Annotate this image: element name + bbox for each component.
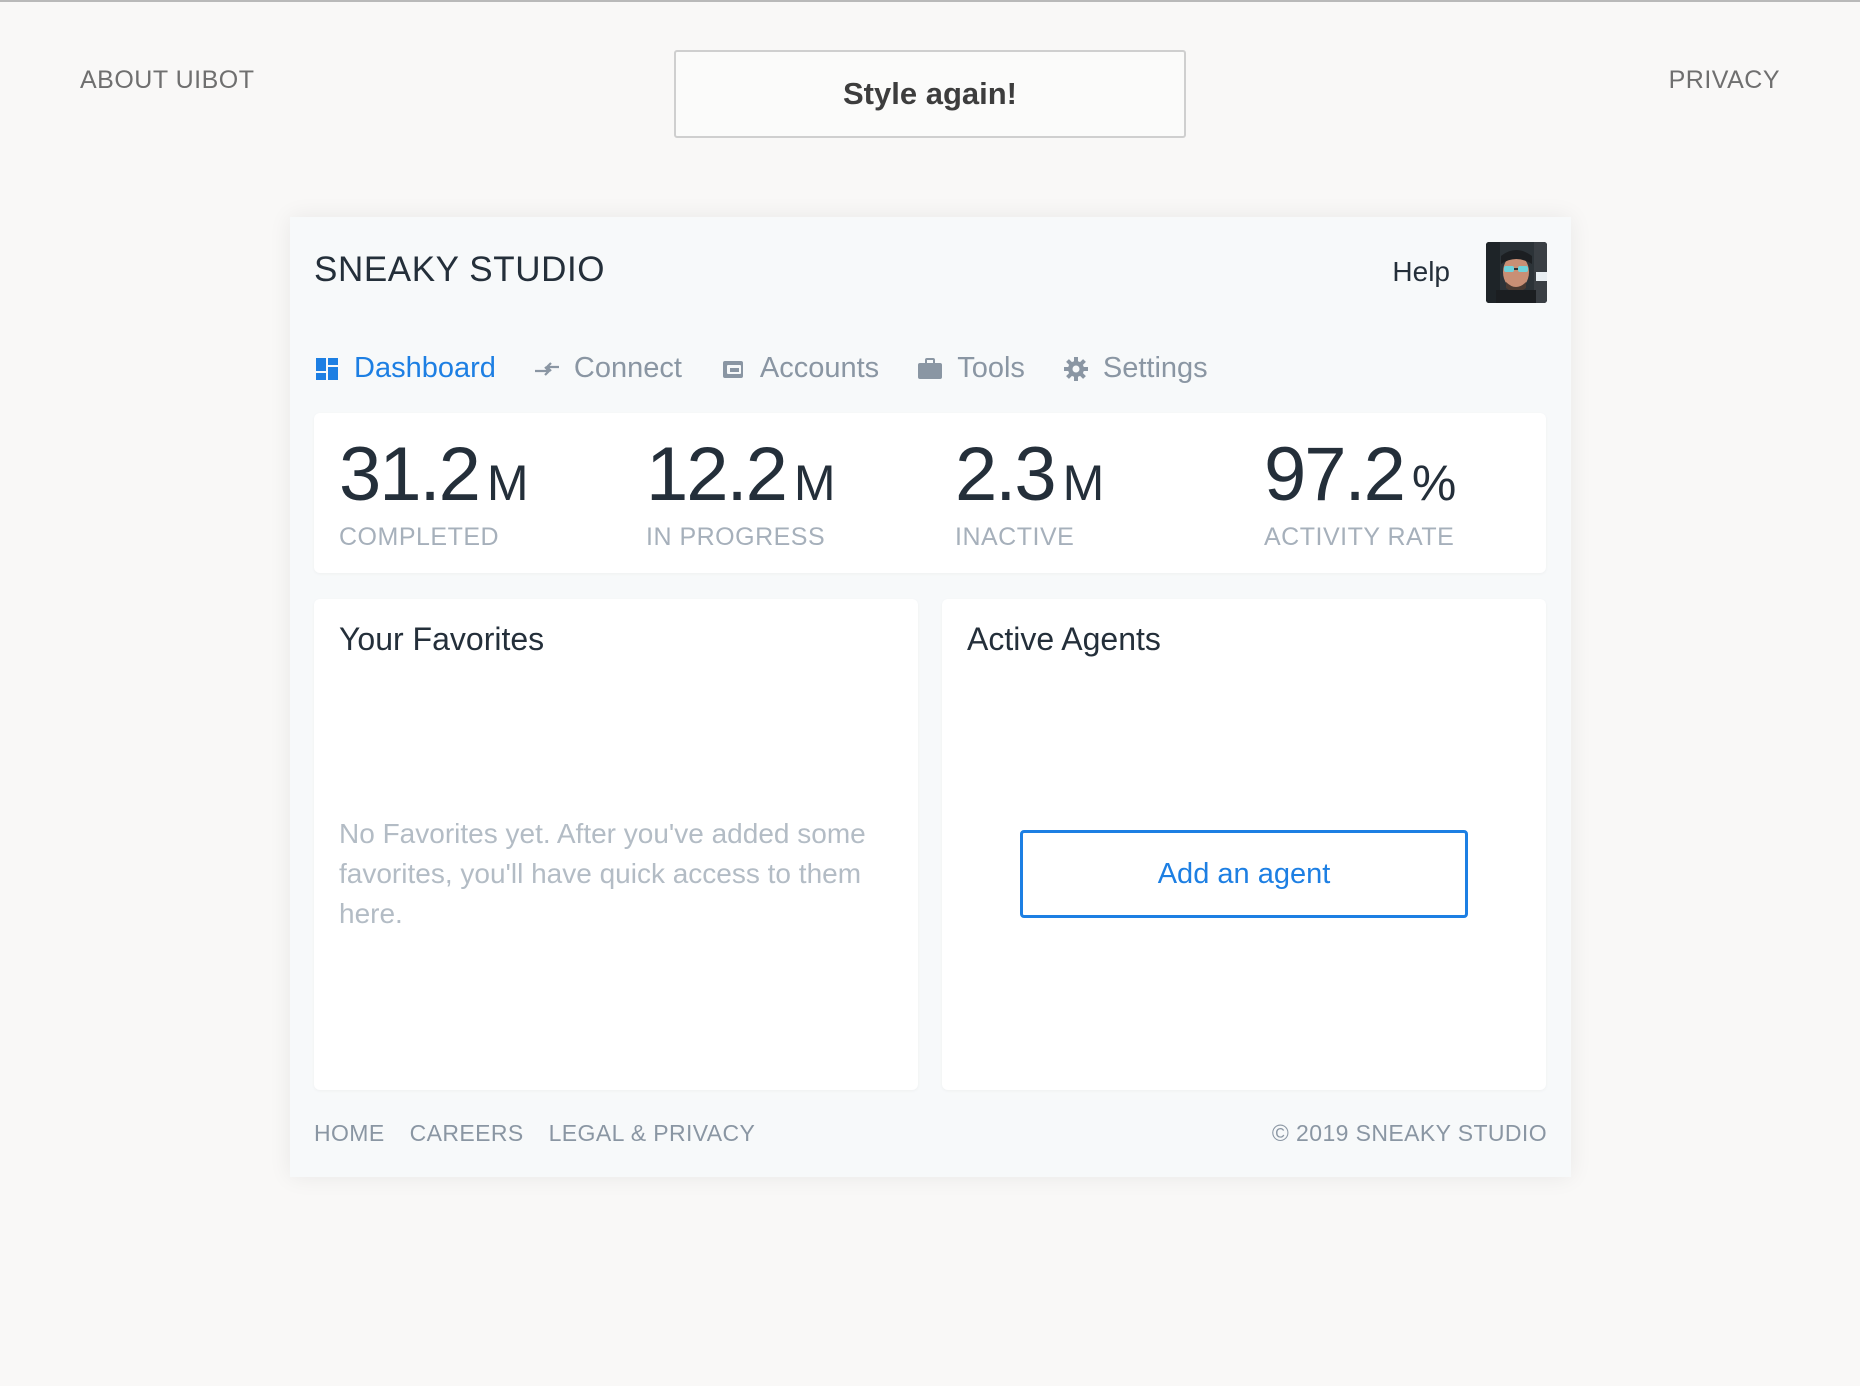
app-footer: HOME CAREERS LEGAL & PRIVACY © 2019 SNEA… xyxy=(314,1120,1547,1147)
stat-activity-rate: 97.2 % ACTIVITY RATE xyxy=(1264,435,1456,552)
tab-settings[interactable]: Settings xyxy=(1063,352,1208,385)
stats-panel: 31.2 M COMPLETED 12.2 M IN PROGRESS 2.3 … xyxy=(314,413,1546,573)
footer-link-home[interactable]: HOME xyxy=(314,1120,385,1146)
stat-completed: 31.2 M COMPLETED xyxy=(339,435,529,552)
help-link[interactable]: Help xyxy=(1392,256,1450,287)
tab-connect-label: Connect xyxy=(573,352,682,384)
stat-unit: M xyxy=(1062,455,1105,511)
tab-accounts[interactable]: Accounts xyxy=(720,352,879,385)
about-uibot-link[interactable]: ABOUT UIBOT xyxy=(80,66,255,94)
stat-label: COMPLETED xyxy=(339,523,500,551)
wallet-icon xyxy=(720,356,746,382)
stat-label: IN PROGRESS xyxy=(646,523,826,551)
copyright: © 2019 SNEAKY STUDIO xyxy=(1271,1120,1547,1146)
stat-unit: M xyxy=(486,455,529,511)
footer-link-legal-privacy[interactable]: LEGAL & PRIVACY xyxy=(548,1120,756,1146)
tab-accounts-label: Accounts xyxy=(759,352,880,384)
tab-dashboard-label: Dashboard xyxy=(354,352,496,384)
tab-dashboard[interactable]: Dashboard xyxy=(314,352,496,385)
connect-icon xyxy=(534,356,560,382)
tab-connect[interactable]: Connect xyxy=(534,352,682,385)
stat-in-progress: 12.2 M IN PROGRESS xyxy=(646,435,836,552)
favorites-empty-message: No Favorites yet. After you've added som… xyxy=(339,818,866,929)
main-nav: Dashboard Connect Accounts xyxy=(314,352,1246,385)
favorites-panel: Your Favorites No Favorites yet. After y… xyxy=(314,599,918,1090)
privacy-link[interactable]: PRIVACY xyxy=(1668,66,1780,94)
footer-link-careers[interactable]: CAREERS xyxy=(409,1120,524,1146)
user-avatar-photo xyxy=(1486,242,1547,303)
tab-tools[interactable]: Tools xyxy=(917,352,1025,385)
stat-value: 97.2 xyxy=(1264,432,1406,517)
briefcase-icon xyxy=(917,356,943,382)
add-agent-button[interactable]: Add an agent xyxy=(1020,830,1468,918)
stat-inactive: 2.3 M INACTIVE xyxy=(955,435,1104,552)
favorites-title: Your Favorites xyxy=(339,621,545,657)
gear-icon xyxy=(1063,356,1089,382)
stat-unit: % xyxy=(1411,455,1457,511)
stat-label: ACTIVITY RATE xyxy=(1264,523,1455,551)
style-again-button[interactable]: Style again! xyxy=(674,50,1186,138)
avatar[interactable] xyxy=(1486,242,1547,303)
dashboard-icon xyxy=(314,356,340,382)
active-agents-panel: Active Agents Add an agent xyxy=(942,599,1546,1090)
stat-unit: M xyxy=(793,455,836,511)
stat-label: INACTIVE xyxy=(955,523,1075,551)
brand-title: SNEAKY STUDIO xyxy=(314,250,606,289)
tab-tools-label: Tools xyxy=(957,352,1025,384)
stat-value: 2.3 xyxy=(955,432,1057,517)
stat-value: 12.2 xyxy=(646,432,788,517)
active-agents-title: Active Agents xyxy=(967,621,1161,657)
tab-settings-label: Settings xyxy=(1102,352,1208,384)
dashboard-card: SNEAKY STUDIO Help xyxy=(290,217,1571,1177)
footer-links: HOME CAREERS LEGAL & PRIVACY xyxy=(314,1120,780,1147)
stat-value: 31.2 xyxy=(339,432,481,517)
